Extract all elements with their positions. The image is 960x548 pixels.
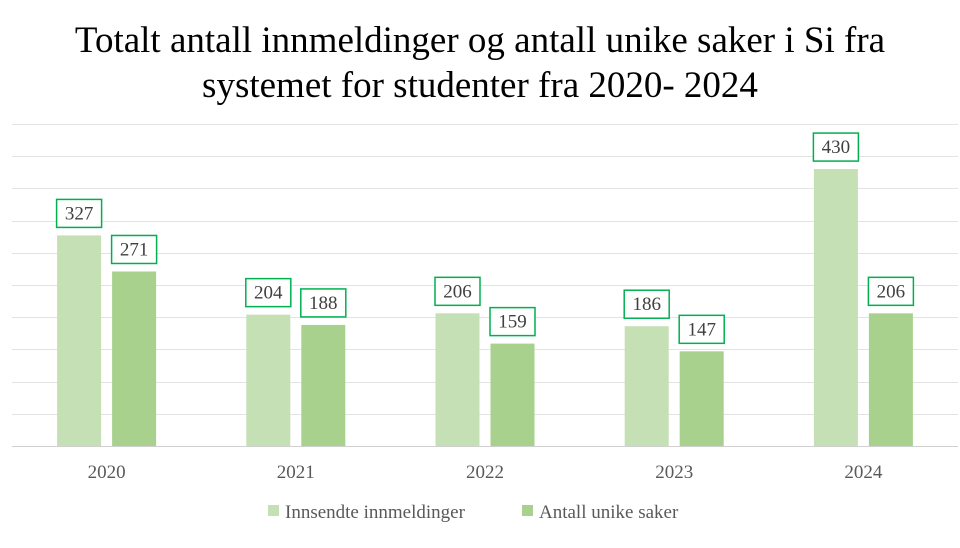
x-tick-label: 2021 [277, 462, 315, 483]
legend-label-2: Antall unike saker [539, 502, 679, 523]
legend-label-1: Innsendte innmeldinger [285, 502, 466, 523]
legend-swatch-2 [522, 505, 533, 516]
bar-2021-series-1 [246, 314, 291, 446]
legend: Innsendte innmeldinger Antall unike saker [268, 502, 679, 523]
data-label-2024-series-2: 206 [877, 281, 906, 302]
data-label-2021-series-1: 204 [254, 283, 283, 304]
chart-title-line-1: Totalt antall innmeldinger og antall uni… [74, 20, 886, 61]
data-label-2020-series-2: 271 [120, 239, 149, 260]
bar-2024-series-1 [813, 169, 858, 446]
bar-2020-series-1 [57, 235, 102, 446]
bar-2022-series-2 [490, 343, 535, 446]
data-label-2021-series-2: 188 [309, 293, 338, 314]
data-label-box [678, 314, 725, 345]
bar-2021-series-2 [301, 324, 346, 446]
data-label-box [434, 276, 481, 307]
x-tick-label: 2023 [655, 462, 693, 483]
data-label-box [55, 198, 103, 229]
data-label-box [110, 234, 158, 265]
x-tick-label: 2022 [466, 462, 504, 483]
x-axis-tick-labels: 2020 2021 2022 2023 2024 [88, 462, 883, 483]
bar-2024-series-2 [868, 313, 913, 446]
bar-2022-series-1 [435, 313, 480, 446]
data-label-2022-series-1: 206 [443, 281, 472, 302]
data-label-box [300, 288, 347, 318]
data-label-box [245, 277, 292, 308]
data-label-2024-series-1: 430 [822, 137, 851, 158]
x-tick-label: 2020 [88, 462, 126, 483]
bar-2023-series-2 [679, 351, 724, 446]
data-label-2022-series-2: 159 [498, 312, 527, 333]
data-label-box [489, 306, 536, 337]
bar-2020-series-2 [112, 271, 157, 446]
data-label-box [867, 276, 915, 307]
data-label-2023-series-1: 186 [632, 294, 661, 315]
data-label-box [623, 289, 670, 319]
data-label-2023-series-2: 147 [687, 319, 716, 340]
data-label-2020-series-1: 327 [65, 203, 94, 224]
chart-title: Totalt antall innmeldinger og antall uni… [0, 18, 960, 108]
chart-title-line-2: systemet for studenter fra 2020- 2024 [202, 65, 758, 106]
legend-swatch-1 [268, 505, 279, 516]
data-label-box [812, 132, 860, 162]
gridlines [12, 124, 958, 447]
bar-2023-series-1 [624, 326, 669, 446]
data-labels: 327 271 204 188 206 159 186 147 430 206 [55, 132, 915, 345]
bars [57, 169, 913, 446]
x-tick-label: 2024 [844, 462, 883, 483]
